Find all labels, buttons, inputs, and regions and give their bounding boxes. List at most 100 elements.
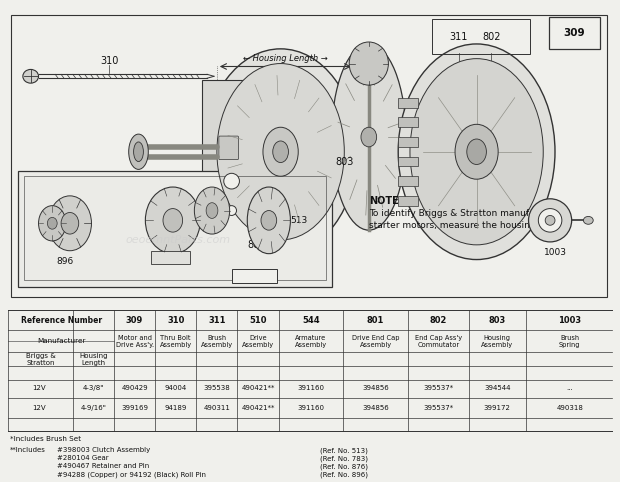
Text: 399169: 399169 [121,405,148,411]
Text: 490318: 490318 [556,405,583,411]
Bar [151,251,190,265]
Ellipse shape [247,187,290,254]
Text: 309: 309 [126,316,143,325]
Text: Housing
Assembly: Housing Assembly [481,335,513,348]
Bar [398,196,418,206]
Text: 394856: 394856 [362,405,389,411]
Ellipse shape [263,127,298,176]
Text: 12V: 12V [33,405,46,411]
Text: 896: 896 [56,257,74,266]
Text: oeoemntParts.com: oeoemntParts.com [125,235,230,245]
Text: *Includes Brush Set: *Includes Brush Set [10,436,81,442]
Text: ...: ... [566,385,573,391]
Text: 309: 309 [564,28,585,38]
Text: (Ref. No. 896): (Ref. No. 896) [320,471,368,478]
FancyBboxPatch shape [219,136,239,160]
Ellipse shape [467,139,487,164]
Text: End Cap Ass'y
Commutator: End Cap Ass'y Commutator [415,335,462,348]
Text: 801: 801 [247,240,265,250]
Text: #398003 Clutch Assembly: #398003 Clutch Assembly [57,447,151,453]
Text: 395537*: 395537* [423,405,453,411]
Bar [24,176,326,280]
Text: 94189: 94189 [164,405,187,411]
Bar [232,269,277,283]
Ellipse shape [61,213,79,234]
Ellipse shape [47,217,57,229]
Text: 490429: 490429 [122,385,148,391]
Text: 803: 803 [335,157,353,167]
Bar [398,118,418,127]
Text: (Ref. No. 513): (Ref. No. 513) [320,447,368,454]
Text: 4-9/16": 4-9/16" [81,405,107,411]
Text: 391160: 391160 [298,405,324,411]
Ellipse shape [133,142,143,161]
Ellipse shape [528,199,572,242]
Text: starter motors, measure the housing length: starter motors, measure the housing leng… [369,221,567,230]
Text: 802: 802 [482,32,500,42]
Text: 783: 783 [169,196,187,205]
Text: (Ref. No. 783): (Ref. No. 783) [320,455,368,462]
Text: Reference Number: Reference Number [20,316,102,325]
Text: 490311: 490311 [203,405,231,411]
Text: 490421**: 490421** [241,385,275,391]
Text: 394544: 394544 [484,385,510,391]
Text: (Ref. No. 876): (Ref. No. 876) [320,463,368,469]
Text: 544: 544 [302,316,320,325]
Ellipse shape [332,44,406,230]
Ellipse shape [206,203,218,218]
Text: 311: 311 [208,316,226,325]
Text: 311: 311 [450,32,468,42]
Ellipse shape [224,174,239,189]
Ellipse shape [217,64,344,240]
Text: 12V: 12V [33,385,46,391]
Ellipse shape [273,141,288,162]
Text: 510: 510 [246,272,263,281]
Text: #94288 (Copper) or 94192 (Black) Roll Pin: #94288 (Copper) or 94192 (Black) Roll Pi… [57,471,206,478]
Text: 394856: 394856 [362,385,389,391]
Text: #490467 Retainer and Pin: #490467 Retainer and Pin [57,463,149,469]
Bar [398,157,418,166]
Text: Thru Bolt
Assembly: Thru Bolt Assembly [160,335,192,348]
Text: 395538: 395538 [203,385,230,391]
Ellipse shape [545,215,555,225]
Text: 513: 513 [290,216,308,225]
Text: Armature
Assembly: Armature Assembly [295,335,327,348]
Text: Housing
Length: Housing Length [79,353,108,366]
Text: 544: 544 [355,69,373,80]
Text: 802: 802 [430,316,447,325]
Ellipse shape [410,59,543,245]
Ellipse shape [349,42,388,85]
Text: 876: 876 [162,253,179,262]
Text: #280104 Gear: #280104 Gear [57,455,108,461]
Text: 803: 803 [489,316,506,325]
Text: Drive End Cap
Assembly: Drive End Cap Assembly [352,335,399,348]
Ellipse shape [194,187,229,234]
Text: Motor and
Drive Ass'y.: Motor and Drive Ass'y. [115,335,154,348]
Text: 510: 510 [249,316,267,325]
Ellipse shape [261,211,277,230]
Ellipse shape [361,127,376,147]
Ellipse shape [129,134,148,169]
Text: 1003: 1003 [558,316,582,325]
Ellipse shape [538,209,562,232]
Bar [398,98,418,107]
Text: 310: 310 [167,316,184,325]
Ellipse shape [227,206,236,215]
Ellipse shape [163,209,183,232]
Ellipse shape [23,69,38,83]
Ellipse shape [38,206,66,241]
Bar [18,171,332,287]
Text: Brush
Spring: Brush Spring [559,335,580,348]
Ellipse shape [398,44,555,259]
Text: To identify Briggs & Stratton manufactured: To identify Briggs & Stratton manufactur… [369,209,564,218]
Text: 395537*: 395537* [423,385,453,391]
Text: 801: 801 [367,316,384,325]
Text: 399172: 399172 [484,405,511,411]
Ellipse shape [48,196,92,251]
Text: 4-3/8": 4-3/8" [82,385,104,391]
Bar [549,17,600,49]
Text: Brush
Assembly: Brush Assembly [201,335,233,348]
Text: Manufacturer: Manufacturer [37,338,86,344]
Text: **Includes: **Includes [10,447,46,453]
Ellipse shape [145,187,200,254]
